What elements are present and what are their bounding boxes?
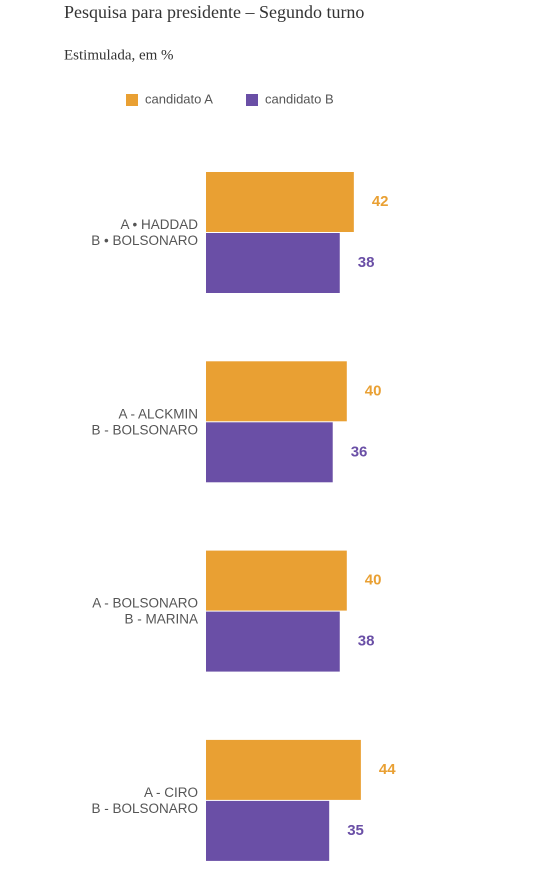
value-label: 38 — [358, 254, 375, 271]
value-label: 36 — [351, 443, 368, 460]
category-label: A - CIRO — [144, 785, 198, 800]
legend-swatch — [126, 94, 138, 106]
legend-label: candidato B — [265, 91, 334, 106]
chart-subtitle: Estimulada, em % — [64, 47, 174, 63]
category-label: B - BOLSONARO — [91, 801, 198, 816]
bar — [206, 800, 330, 861]
category-label: B • BOLSONARO — [91, 233, 198, 248]
legend-swatch — [246, 94, 258, 106]
chart-title: Pesquisa para presidente – Segundo turno — [64, 2, 364, 22]
category-label: A - BOLSONARO — [92, 596, 198, 611]
category-label: B - BOLSONARO — [91, 422, 198, 437]
bar — [206, 550, 347, 611]
category-label: B - MARINA — [124, 612, 198, 627]
value-label: 44 — [379, 761, 396, 778]
value-label: 42 — [372, 193, 389, 210]
bar — [206, 422, 333, 483]
bar — [206, 611, 340, 672]
bar — [206, 172, 354, 232]
value-label: 38 — [358, 633, 375, 650]
category-label: A - ALCKMIN — [118, 406, 198, 421]
legend-label: candidato A — [145, 91, 213, 106]
category-label: A • HADDAD — [121, 217, 199, 232]
bar — [206, 361, 347, 422]
value-label: 35 — [347, 822, 364, 839]
bar — [206, 233, 340, 293]
value-label: 40 — [365, 382, 382, 399]
value-label: 40 — [365, 572, 382, 589]
bar — [206, 739, 361, 800]
